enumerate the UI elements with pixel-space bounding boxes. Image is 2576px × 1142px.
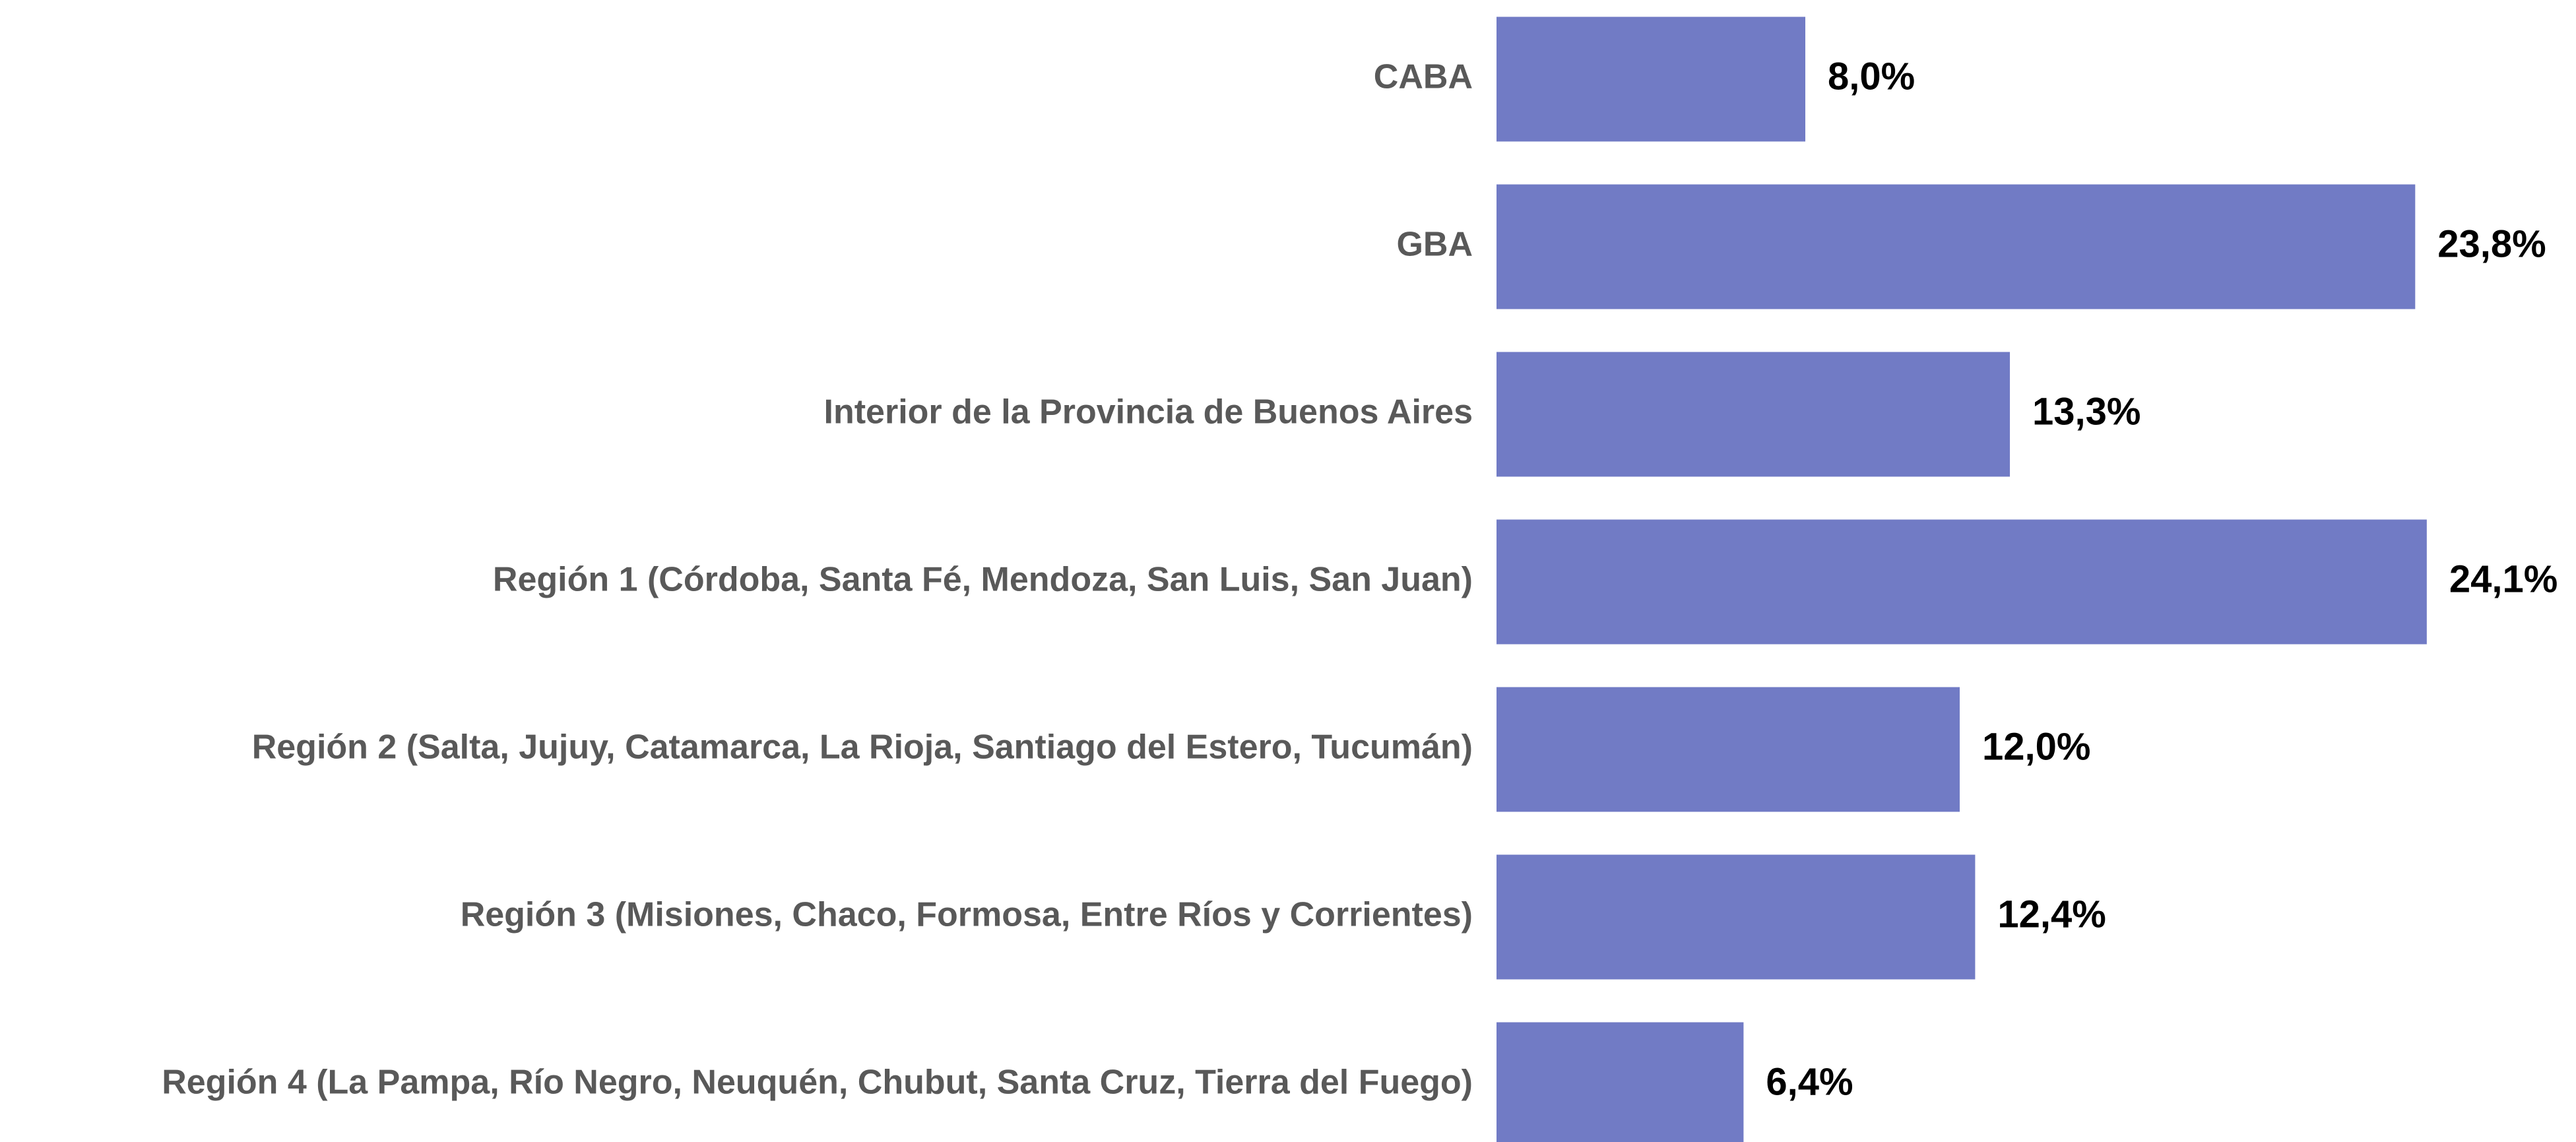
category-label: CABA [1374, 58, 1473, 96]
value-label: 6,4% [1766, 1060, 1853, 1103]
category-label: Interior de la Provincia de Buenos Aires [824, 393, 1473, 431]
category-label: Región 1 (Córdoba, Santa Fé, Mendoza, Sa… [493, 561, 1473, 599]
bar [1497, 1022, 1744, 1142]
value-label: 8,0% [1828, 55, 1915, 98]
value-label: 24,1% [2449, 557, 2558, 600]
category-label: Región 3 (Misiones, Chaco, Formosa, Entr… [461, 896, 1473, 934]
bar [1497, 519, 2427, 645]
bar [1497, 854, 1976, 980]
value-label: 13,3% [2032, 390, 2141, 433]
category-label: GBA [1396, 226, 1473, 264]
value-label: 23,8% [2437, 222, 2546, 265]
category-label: Región 4 (La Pampa, Río Negro, Neuquén, … [162, 1063, 1473, 1102]
value-label: 12,4% [1997, 893, 2106, 936]
category-label: Región 2 (Salta, Jujuy, Catamarca, La Ri… [252, 728, 1473, 767]
bar [1497, 184, 2416, 309]
bar [1497, 16, 1805, 142]
bar [1497, 352, 2011, 477]
value-label: 12,0% [1982, 725, 2090, 768]
bar [1497, 687, 1960, 812]
